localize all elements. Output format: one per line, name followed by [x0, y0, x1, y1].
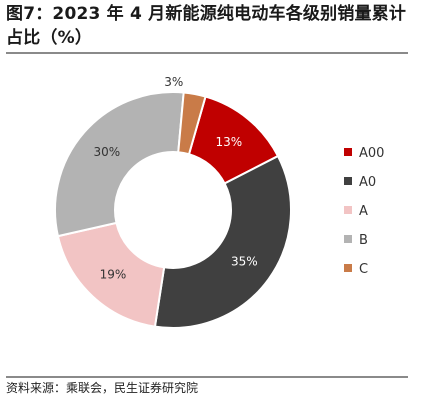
legend-swatch-B — [344, 235, 352, 243]
legend-label-C: C — [359, 262, 368, 277]
chart-slice-labels: 13% 35% 19% 30% 3% — [93, 75, 257, 281]
legend-swatch-C — [344, 264, 352, 272]
slice-A — [56, 221, 166, 328]
chart-title: 图7：2023 年 4 月新能源纯电动车各级别销量累计占比（%） — [6, 4, 407, 48]
legend-label-A00: A00 — [359, 146, 384, 161]
data-label-B: 30% — [93, 145, 120, 159]
data-label-C: 3% — [164, 75, 183, 89]
slice-C — [177, 91, 207, 156]
top-divider — [6, 52, 408, 54]
legend-swatch-A — [344, 206, 352, 214]
legend-label-B: B — [359, 233, 368, 248]
legend-label-A: A — [359, 204, 368, 219]
chart-slices — [54, 91, 292, 329]
legend-swatch-A00 — [344, 148, 352, 156]
slice-A0 — [153, 154, 292, 329]
legend-label-A0: A0 — [359, 175, 376, 190]
data-label-A0: 35% — [231, 254, 258, 268]
data-label-A00: 13% — [216, 135, 243, 149]
bottom-divider — [6, 376, 408, 378]
legend-swatch-A0 — [344, 177, 352, 185]
slice-B — [54, 91, 185, 238]
data-label-A: 19% — [100, 267, 127, 281]
chart-legend: A00 A0 ABC — [344, 146, 384, 277]
source-note: 资料来源：乘联会，民生证券研究院 — [6, 381, 199, 395]
